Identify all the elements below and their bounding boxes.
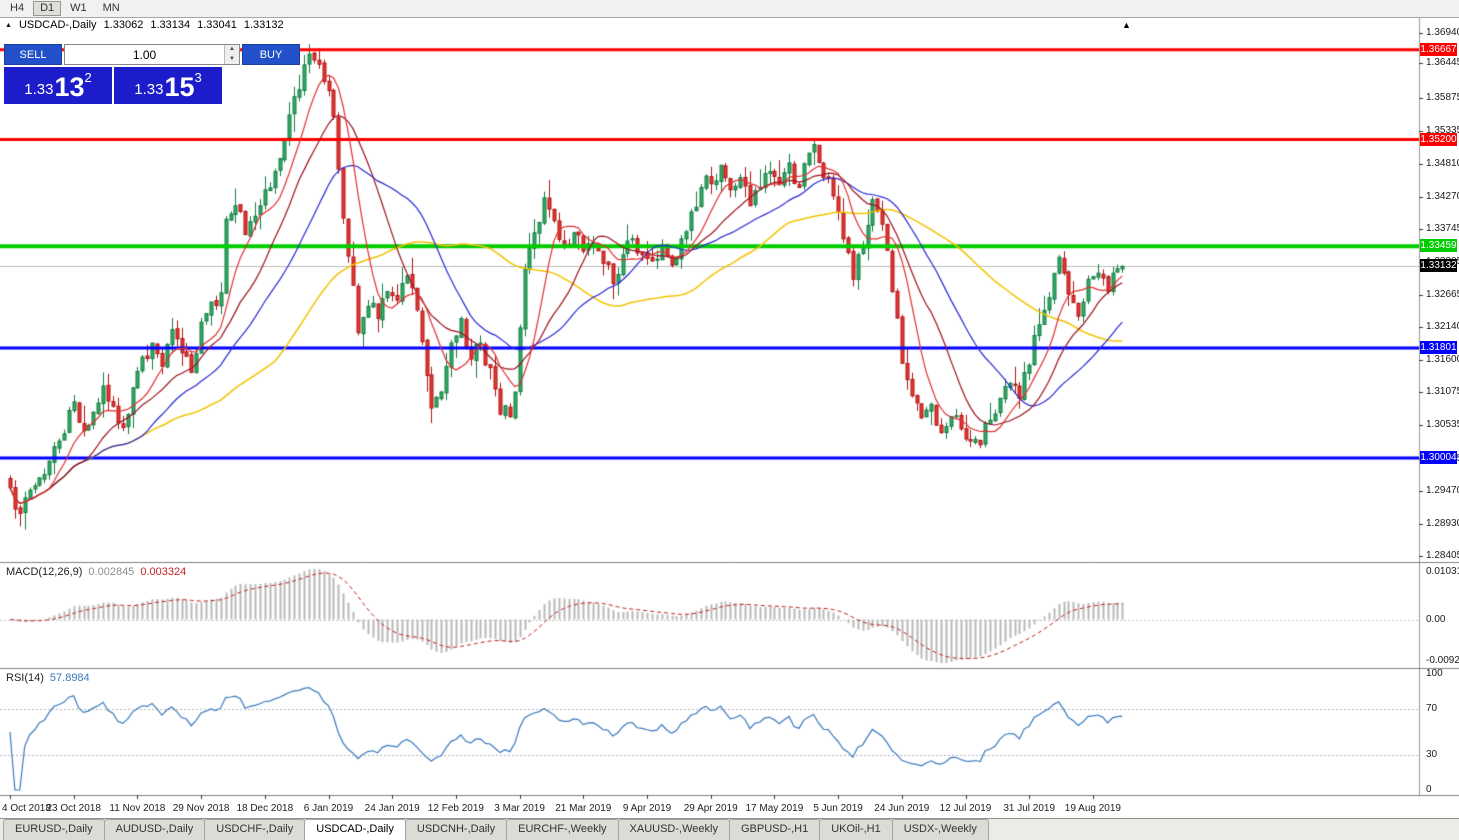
chart-tab[interactable]: AUDUSD-,Daily xyxy=(103,819,206,840)
volume-control: ▲ ▼ xyxy=(64,44,240,65)
ohlc-close: 1.33132 xyxy=(243,19,284,31)
buy-price-button[interactable]: 1.33 15 3 xyxy=(114,67,222,104)
sell-price-prefix: 1.33 xyxy=(24,81,54,98)
ohlc-high: 1.33134 xyxy=(150,19,191,31)
buy-price-sup: 3 xyxy=(194,70,202,85)
rsi-indicator-label: RSI(14) 57.8984 xyxy=(6,672,90,684)
macd-title: MACD(12,26,9) xyxy=(6,566,83,578)
macd-main-value: 0.002845 xyxy=(88,566,135,578)
sell-price-button[interactable]: 1.33 13 2 xyxy=(4,67,112,104)
chart-shift-icon[interactable]: ▲ xyxy=(1122,20,1131,30)
timeframe-button-d1[interactable]: D1 xyxy=(33,1,62,16)
chart-tab[interactable]: UKOil-,H1 xyxy=(819,819,893,840)
ohlc-open: 1.33062 xyxy=(103,19,144,31)
chart-tab[interactable]: USDX-,Weekly xyxy=(891,819,989,840)
sell-price-sup: 2 xyxy=(84,70,92,85)
volume-spinner: ▲ ▼ xyxy=(224,45,239,64)
trade-panel-controls: SELL ▲ ▼ BUY xyxy=(4,44,300,65)
one-click-trading-panel: SELL ▲ ▼ BUY 1.33 13 2 1.33 xyxy=(4,44,300,104)
buy-price-prefix: 1.33 xyxy=(134,81,164,98)
rsi-title: RSI(14) xyxy=(6,672,44,684)
chart-tab[interactable]: XAUUSD-,Weekly xyxy=(617,819,730,840)
timeframe-button-w1[interactable]: W1 xyxy=(63,1,94,16)
volume-up-icon[interactable]: ▲ xyxy=(225,45,239,55)
macd-signal-value: 0.003324 xyxy=(140,566,187,578)
chart-tab[interactable]: USDCAD-,Daily xyxy=(304,819,406,840)
chart-tab[interactable]: USDCNH-,Daily xyxy=(404,819,508,840)
sell-button[interactable]: SELL xyxy=(4,44,62,65)
volume-down-icon[interactable]: ▼ xyxy=(225,54,239,64)
symbol-title: USDCAD-,Daily xyxy=(18,19,97,31)
chart-tab[interactable]: EURCHF-,Weekly xyxy=(506,819,619,840)
chart-title: ▲ USDCAD-,Daily 1.33062 1.33134 1.33041 … xyxy=(5,19,284,31)
chart-tabs-bar: EURUSD-,Daily AUDUSD-,Daily USDCHF-,Daily U… xyxy=(0,818,1459,840)
one-click-collapse-icon[interactable]: ▲ xyxy=(5,21,12,29)
timeframe-toolbar: H4 D1 W1 MN xyxy=(0,0,1459,18)
timeframe-button-h4[interactable]: H4 xyxy=(3,1,31,16)
chart-tab[interactable]: GBPUSD-,H1 xyxy=(728,819,821,840)
timeframe-button-mn[interactable]: MN xyxy=(96,1,127,16)
volume-input[interactable] xyxy=(65,45,224,64)
chart-tab[interactable]: EURUSD-,Daily xyxy=(3,819,105,840)
buy-price-big: 15 xyxy=(164,72,195,102)
rsi-value: 57.8984 xyxy=(49,672,90,684)
ohlc-low: 1.33041 xyxy=(197,19,237,31)
sell-price-big: 13 xyxy=(54,72,85,102)
trade-panel-prices: 1.33 13 2 1.33 15 3 xyxy=(4,67,222,104)
macd-indicator-label: MACD(12,26,9) 0.002845 0.003324 xyxy=(6,566,186,578)
chart-area: 1.36940 1.36445 1.35875 1.35335 1.34810 1.342… xyxy=(0,18,1459,818)
buy-button[interactable]: BUY xyxy=(242,44,300,65)
chart-tab[interactable]: USDCHF-,Daily xyxy=(204,819,306,840)
chart-canvas[interactable] xyxy=(0,18,1459,818)
